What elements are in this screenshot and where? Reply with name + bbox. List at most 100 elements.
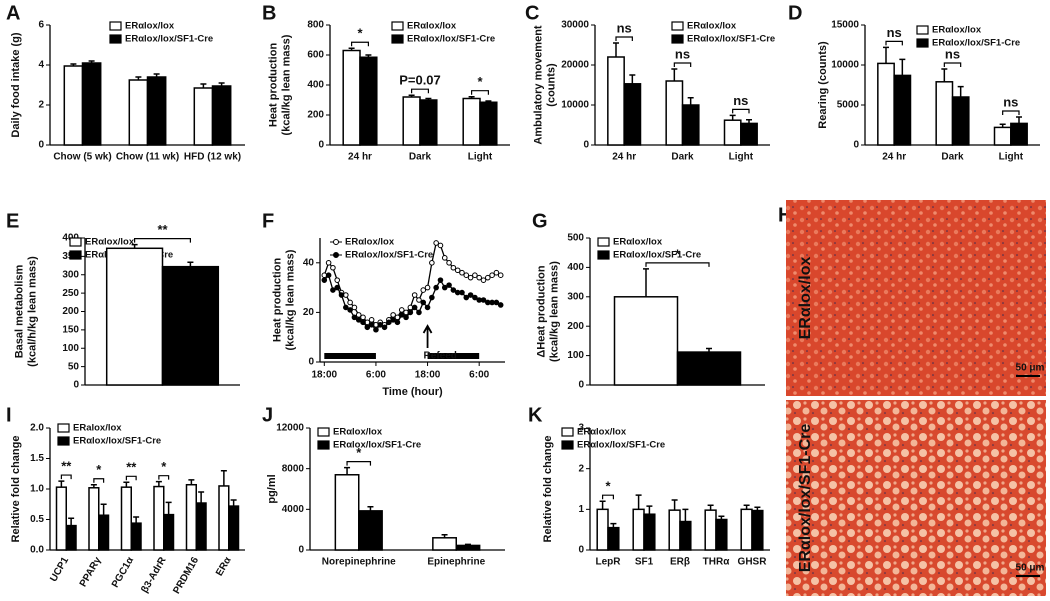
bar	[665, 80, 684, 146]
y-tick-label: 400	[567, 262, 584, 273]
point	[472, 272, 478, 279]
error-bar	[729, 114, 736, 121]
error-bar	[687, 97, 694, 105]
error-bar	[746, 119, 752, 124]
annotation: **	[157, 222, 168, 237]
legend-swatch	[57, 423, 70, 433]
x-tick-label: Dark	[671, 152, 694, 163]
y-tick-label: 0.0	[30, 545, 44, 556]
error-bar	[367, 506, 374, 511]
bar	[681, 104, 700, 146]
legend-label: ERαlox/lox	[613, 237, 663, 248]
point	[390, 317, 396, 323]
y-axis-label: Basal metabolism	[13, 265, 25, 359]
error-bar	[135, 76, 142, 80]
error-bar	[643, 268, 649, 297]
legend-swatch	[69, 250, 82, 260]
point	[459, 289, 465, 296]
y-tick-label: 0	[853, 140, 859, 151]
legend-label: ERαlox/lox/SF1-Cre	[407, 34, 495, 45]
point	[467, 292, 474, 298]
y-axis-label: pg/ml	[266, 474, 278, 503]
x-tick-label: Light	[999, 152, 1024, 163]
error-bar	[464, 543, 471, 546]
point	[377, 322, 384, 328]
y-axis-label: ΔHeat production	[535, 265, 547, 358]
point	[373, 326, 379, 333]
error-bar	[344, 466, 351, 475]
error-bar	[123, 481, 130, 488]
y-tick-label: 600	[307, 50, 324, 61]
point	[411, 292, 418, 298]
significance-bracket	[943, 62, 962, 67]
point	[351, 304, 358, 311]
legend-label: ERalox/lox	[73, 423, 122, 434]
bar	[668, 509, 681, 551]
error-bar	[682, 508, 689, 522]
bar	[632, 508, 645, 551]
point	[355, 312, 362, 318]
point	[325, 260, 332, 266]
x-tick-label: Light	[729, 152, 754, 163]
x-tick-label: LepR	[596, 557, 622, 568]
panel-label: E	[6, 210, 19, 232]
point	[497, 272, 504, 279]
x-tick-label: UCP1	[48, 555, 71, 584]
error-bar	[646, 505, 653, 515]
legend-label: ERαlox/lox	[345, 237, 395, 248]
point	[476, 274, 482, 281]
y-tick-label: 1	[578, 504, 584, 515]
y-tick-label: 400	[307, 80, 324, 91]
point	[334, 277, 341, 283]
bar	[596, 508, 609, 551]
bar	[161, 265, 220, 386]
histology-image	[786, 400, 1046, 596]
legend-marker	[333, 252, 339, 258]
point	[355, 317, 362, 323]
point	[484, 274, 491, 281]
bar	[1010, 122, 1028, 146]
bar	[877, 62, 895, 146]
x-axis-label: Time (hour)	[382, 386, 443, 398]
bar	[676, 351, 742, 386]
point	[437, 277, 444, 283]
point	[398, 312, 405, 318]
x-tick-label: THRα	[703, 557, 731, 568]
y-axis-label: Relative fold change	[542, 436, 554, 543]
error-bar	[88, 60, 95, 63]
x-tick-label: Norepinephrine	[322, 557, 396, 568]
error-bar	[468, 95, 475, 99]
bar	[951, 96, 970, 146]
y-tick-label: 200	[567, 321, 584, 332]
point	[480, 297, 487, 303]
bar	[185, 483, 197, 551]
error-bar	[629, 74, 636, 84]
point	[343, 304, 349, 311]
point	[429, 294, 435, 301]
point	[351, 314, 358, 321]
error-bar	[941, 68, 948, 82]
y-tick-label: 4	[38, 60, 44, 71]
error-bar	[743, 504, 750, 510]
annotation: **	[126, 460, 137, 475]
error-bar	[899, 58, 906, 76]
x-tick-label: 24 hr	[612, 152, 636, 163]
y-tick-label: 20000	[561, 60, 589, 71]
y-tick-label: 0	[73, 380, 79, 391]
point	[403, 314, 409, 321]
point	[467, 274, 474, 281]
legend-swatch	[671, 34, 684, 44]
y-axis-label: (kcal/kg lean mass)	[280, 34, 292, 135]
legend-label: ERαlox/lox	[687, 21, 737, 32]
point	[489, 272, 495, 279]
bar	[402, 96, 421, 146]
error-bar	[165, 501, 172, 515]
x-tick-label: GHSR	[738, 557, 768, 568]
y-tick-label: 250	[62, 288, 79, 299]
significance-bracket	[471, 90, 489, 95]
point	[360, 319, 366, 326]
error-bar	[754, 506, 761, 511]
annotation-arrow	[422, 324, 433, 348]
point	[364, 324, 371, 331]
legend-label: ERαlox/lox/SF1-Cre	[125, 34, 213, 45]
